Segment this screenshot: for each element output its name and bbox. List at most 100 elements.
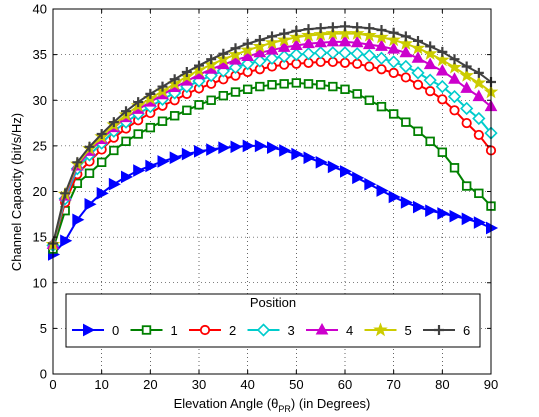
data-point bbox=[277, 40, 291, 52]
legend-label: 5 bbox=[405, 323, 412, 338]
data-point bbox=[328, 81, 338, 92]
data-point bbox=[350, 47, 364, 61]
data-point bbox=[376, 64, 387, 75]
x-tick-label: 50 bbox=[289, 377, 303, 392]
data-point bbox=[276, 32, 292, 47]
data-point bbox=[253, 54, 267, 68]
data-point bbox=[388, 190, 401, 204]
data-point bbox=[387, 55, 401, 69]
data-point bbox=[386, 32, 401, 47]
legend-title: Position bbox=[250, 295, 296, 310]
data-point bbox=[265, 51, 279, 65]
data-point bbox=[401, 117, 411, 127]
data-point bbox=[473, 129, 484, 141]
y-tick-label: 10 bbox=[33, 275, 47, 290]
data-point bbox=[303, 24, 314, 35]
data-point bbox=[314, 46, 328, 60]
data-point bbox=[325, 25, 341, 40]
data-point bbox=[314, 35, 328, 48]
data-point bbox=[267, 31, 277, 42]
data-point bbox=[425, 41, 436, 52]
data-point bbox=[218, 141, 231, 155]
x-axis-label: Elevation Angle (θPR) (in Degrees) bbox=[174, 396, 371, 414]
data-point bbox=[340, 84, 350, 94]
data-point bbox=[218, 90, 229, 101]
data-point bbox=[133, 164, 146, 177]
data-point bbox=[254, 139, 267, 153]
legend-marker bbox=[83, 323, 96, 337]
data-point bbox=[352, 22, 363, 33]
data-point bbox=[423, 73, 437, 87]
legend-item-3: 3 bbox=[247, 323, 295, 338]
data-point bbox=[422, 46, 438, 60]
data-point bbox=[449, 209, 462, 223]
data-point bbox=[411, 66, 425, 80]
data-point bbox=[96, 157, 107, 167]
data-point bbox=[449, 163, 460, 173]
data-point bbox=[448, 72, 461, 84]
series-1 bbox=[48, 78, 496, 254]
data-point bbox=[230, 140, 243, 154]
data-point bbox=[133, 97, 144, 108]
data-point bbox=[315, 80, 326, 90]
y-tick-label: 40 bbox=[33, 2, 47, 17]
data-point bbox=[326, 46, 340, 60]
data-point bbox=[279, 79, 289, 89]
data-point bbox=[374, 29, 389, 44]
data-point bbox=[350, 35, 364, 48]
y-tick-label: 20 bbox=[33, 184, 47, 199]
data-point bbox=[109, 145, 119, 156]
data-point bbox=[264, 35, 280, 49]
y-tick-label: 15 bbox=[33, 230, 47, 245]
data-point bbox=[435, 52, 450, 67]
data-point bbox=[181, 66, 192, 77]
data-point bbox=[267, 80, 277, 90]
data-point bbox=[252, 38, 268, 53]
data-point bbox=[461, 117, 472, 129]
data-point bbox=[157, 155, 170, 168]
data-point bbox=[206, 95, 216, 105]
data-point bbox=[254, 35, 265, 46]
x-tick-label: 70 bbox=[386, 377, 400, 392]
data-point bbox=[338, 46, 352, 60]
data-point bbox=[437, 94, 448, 105]
legend-label: 1 bbox=[171, 323, 178, 338]
data-point bbox=[84, 141, 95, 152]
x-tick-label: 60 bbox=[338, 377, 352, 392]
x-axis-label-subscript: PR bbox=[278, 404, 291, 414]
series-0 bbox=[48, 139, 499, 261]
data-point bbox=[157, 81, 168, 92]
data-point bbox=[349, 25, 365, 40]
legend-marker bbox=[199, 324, 211, 336]
data-point bbox=[121, 106, 131, 117]
data-point bbox=[265, 43, 279, 55]
data-point bbox=[121, 136, 131, 147]
data-point bbox=[340, 165, 353, 178]
legend-marker bbox=[434, 325, 444, 335]
data-point bbox=[181, 147, 194, 161]
data-point bbox=[413, 35, 423, 46]
legend-label: 4 bbox=[346, 323, 353, 338]
data-point bbox=[72, 157, 83, 168]
legend-marker bbox=[373, 322, 388, 337]
data-point bbox=[460, 101, 474, 116]
data-point bbox=[398, 36, 414, 50]
data-point bbox=[423, 57, 437, 70]
data-point bbox=[145, 88, 156, 99]
data-point bbox=[388, 109, 399, 119]
data-point bbox=[447, 59, 462, 74]
legend-label: 2 bbox=[229, 323, 236, 338]
data-point bbox=[352, 89, 362, 99]
data-point bbox=[133, 129, 143, 139]
legend-item-0: 0 bbox=[72, 323, 119, 338]
data-point bbox=[376, 24, 387, 35]
data-point bbox=[486, 221, 499, 235]
data-point bbox=[230, 87, 241, 97]
data-point bbox=[267, 141, 280, 155]
data-point bbox=[459, 67, 474, 82]
data-point bbox=[340, 21, 350, 32]
data-point bbox=[242, 84, 253, 94]
data-point bbox=[364, 61, 375, 72]
data-point bbox=[337, 25, 353, 40]
legend-marker bbox=[256, 323, 271, 337]
